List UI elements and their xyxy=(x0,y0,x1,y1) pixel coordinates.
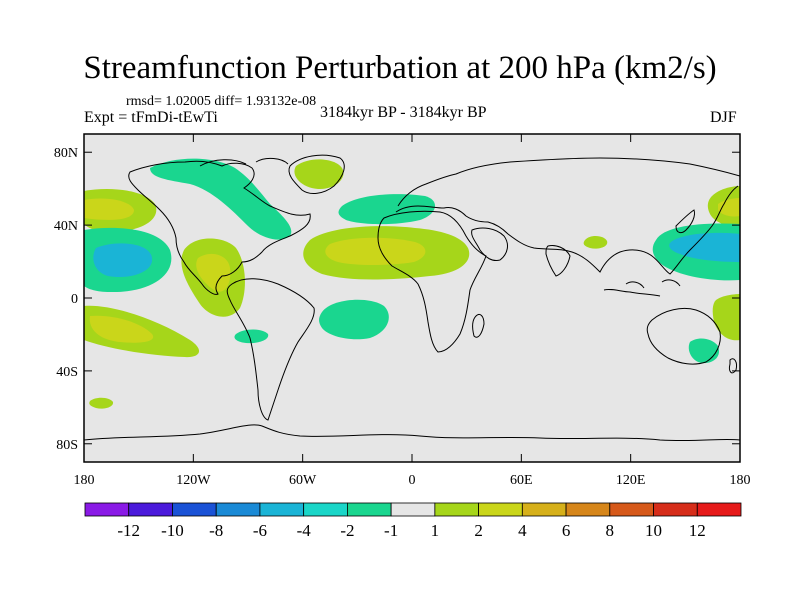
colorbar-swatch xyxy=(128,502,173,517)
experiment-label: Expt = tFmDi-tEwTi xyxy=(84,109,218,126)
colorbar-label: -12 xyxy=(117,521,140,540)
colorbar-swatch xyxy=(609,502,654,517)
coast-indonesia xyxy=(603,279,681,297)
anomaly-n-atlantic xyxy=(338,194,436,225)
y-tick-label: 80S xyxy=(56,438,78,453)
x-tick-label: 180 xyxy=(74,473,95,488)
coast-greenland xyxy=(288,154,345,194)
anomaly-w-pacific-core xyxy=(669,232,740,262)
coastlines xyxy=(84,154,740,442)
y-tick-label: 0 xyxy=(71,292,78,307)
colorbar-swatch xyxy=(259,502,305,517)
axis-ticks: 80N 40N 0 40S 80S 180 120W 60W 0 60E 120E 180 xyxy=(54,134,751,488)
anomaly-s-atlantic xyxy=(319,299,389,340)
y-tick-label: 40N xyxy=(54,219,78,234)
colorbar-swatch xyxy=(653,502,698,517)
colorbar-swatch xyxy=(434,502,480,517)
colorbar-swatch xyxy=(303,502,348,517)
coast-arabia xyxy=(471,227,508,261)
season-label: DJF xyxy=(710,109,737,126)
coast-australia xyxy=(646,307,721,365)
colorbar-swatch xyxy=(521,502,567,517)
colorbar-label: 6 xyxy=(562,521,571,540)
colorbar-swatch xyxy=(215,502,261,517)
colorbar: -12 -10 -8 -6 -4 -2 -1 1 2 4 6 8 10 12 xyxy=(84,502,742,540)
colorbar-label: -2 xyxy=(340,521,354,540)
coast-africa xyxy=(377,210,487,353)
anomaly-nw-pacific-core xyxy=(718,198,740,217)
x-tick-label: 180 xyxy=(730,473,751,488)
map-title: Streamfunction Perturbation at 200 hPa (… xyxy=(83,50,717,86)
anomaly-canada xyxy=(150,158,292,240)
coast-north-america xyxy=(128,160,311,295)
colorbar-swatch xyxy=(478,502,523,517)
map-background xyxy=(84,134,740,462)
anomaly-arabia xyxy=(583,235,608,249)
colorbar-label: 1 xyxy=(431,521,440,540)
colorbar-swatch xyxy=(84,502,130,517)
colorbar-label: 4 xyxy=(518,521,527,540)
colorbar-label: 10 xyxy=(645,521,662,540)
colorbar-label: -4 xyxy=(297,521,312,540)
colorbar-swatch xyxy=(696,502,742,517)
anomaly-sw-pacific xyxy=(712,294,740,341)
coast-arctic-islands xyxy=(199,157,289,167)
coast-india xyxy=(545,245,571,277)
anomaly-n-pacific-core xyxy=(93,243,153,278)
y-tick-label: 80N xyxy=(54,146,78,161)
coast-eurasia xyxy=(395,157,740,275)
coast-south-america xyxy=(226,278,315,421)
period-label: 3184kyr BP - 3184kyr BP xyxy=(320,104,487,121)
coast-new-zealand xyxy=(729,358,737,374)
x-tick-label: 60E xyxy=(510,473,533,488)
coast-madagascar xyxy=(472,313,485,338)
y-tick-label: 40S xyxy=(56,365,78,380)
anomaly-ne-pacific-core xyxy=(84,198,134,220)
anomaly-greenland xyxy=(294,159,344,190)
colorbar-label: -1 xyxy=(384,521,398,540)
anomaly-mexico-core xyxy=(196,253,231,292)
anomaly-s-pacific-core xyxy=(89,315,154,343)
colorbar-label: 2 xyxy=(474,521,483,540)
colorbar-label: 12 xyxy=(689,521,706,540)
anomaly-trop-atlantic-core xyxy=(325,237,426,265)
x-tick-label: 120W xyxy=(176,473,211,488)
colorbar-label: -10 xyxy=(161,521,184,540)
anomaly-australia xyxy=(688,338,720,364)
colorbar-label: -8 xyxy=(209,521,223,540)
x-tick-label: 120E xyxy=(616,473,646,488)
colorbar-swatch xyxy=(172,502,217,517)
coast-antarctica xyxy=(84,424,740,442)
colorbar-swatch xyxy=(565,502,611,517)
x-tick-label: 60W xyxy=(289,473,317,488)
anomaly-shading xyxy=(84,158,740,409)
rmsd-stats: rmsd= 1.02005 diff= 1.93132e-08 xyxy=(126,94,317,109)
coast-japan xyxy=(675,209,695,234)
anomaly-s-america xyxy=(234,329,269,344)
colorbar-swatch xyxy=(390,502,436,517)
colorbar-label: 8 xyxy=(606,521,615,540)
colorbar-label: -6 xyxy=(253,521,267,540)
x-tick-label: 0 xyxy=(409,473,416,488)
colorbar-swatch xyxy=(346,502,392,517)
anomaly-far-south xyxy=(89,397,114,409)
